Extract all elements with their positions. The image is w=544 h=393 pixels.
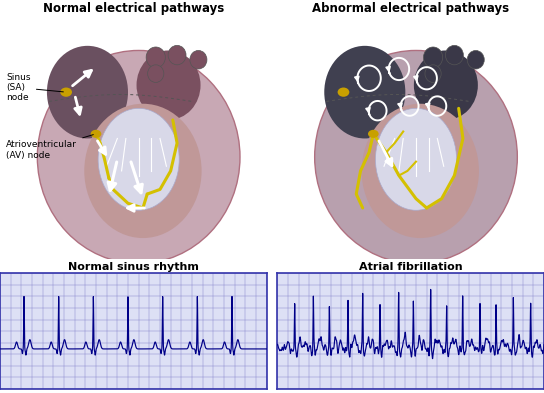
Ellipse shape — [338, 88, 349, 97]
Title: Normal sinus rhythm: Normal sinus rhythm — [68, 263, 199, 272]
Text: Atrioventricular
(AV) node: Atrioventricular (AV) node — [7, 135, 94, 160]
Circle shape — [446, 45, 463, 65]
Circle shape — [423, 47, 443, 68]
Ellipse shape — [414, 50, 478, 120]
Ellipse shape — [137, 50, 201, 120]
Circle shape — [467, 50, 484, 69]
Title: Normal electrical pathways: Normal electrical pathways — [43, 2, 224, 15]
Ellipse shape — [91, 130, 101, 138]
Title: Abnormal electrical pathways: Abnormal electrical pathways — [312, 2, 509, 15]
Ellipse shape — [98, 108, 179, 210]
Circle shape — [425, 65, 441, 83]
Circle shape — [147, 65, 164, 83]
Ellipse shape — [314, 50, 517, 264]
Circle shape — [168, 45, 186, 65]
Circle shape — [146, 47, 165, 68]
Ellipse shape — [38, 50, 240, 264]
Ellipse shape — [375, 108, 456, 210]
Text: Sinus
(SA)
node: Sinus (SA) node — [7, 73, 63, 103]
Ellipse shape — [47, 46, 128, 138]
Ellipse shape — [324, 46, 405, 138]
Ellipse shape — [60, 88, 72, 97]
Title: Atrial fibrillation: Atrial fibrillation — [359, 263, 462, 272]
Ellipse shape — [362, 104, 479, 238]
Ellipse shape — [368, 130, 379, 138]
Ellipse shape — [84, 104, 202, 238]
Circle shape — [190, 50, 207, 69]
